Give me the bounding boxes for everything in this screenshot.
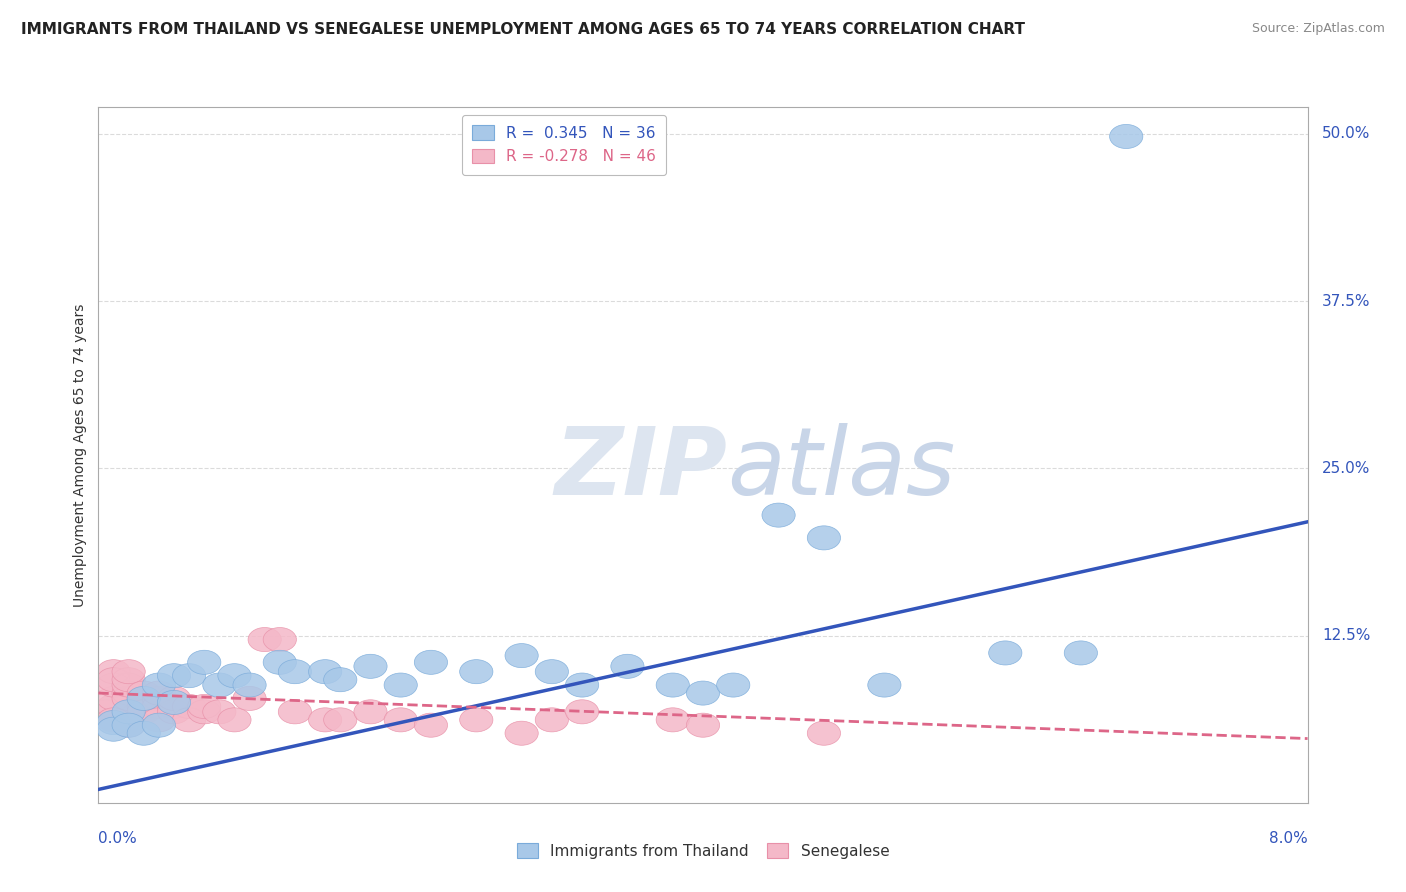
Ellipse shape [218, 664, 252, 688]
Ellipse shape [278, 699, 312, 724]
Ellipse shape [308, 660, 342, 683]
Ellipse shape [187, 699, 221, 724]
Y-axis label: Unemployment Among Ages 65 to 74 years: Unemployment Among Ages 65 to 74 years [73, 303, 87, 607]
Ellipse shape [127, 721, 160, 746]
Text: 12.5%: 12.5% [1322, 628, 1371, 643]
Ellipse shape [157, 690, 191, 714]
Ellipse shape [657, 708, 689, 731]
Ellipse shape [127, 681, 160, 705]
Ellipse shape [142, 694, 176, 719]
Ellipse shape [112, 699, 145, 724]
Ellipse shape [415, 650, 447, 674]
Ellipse shape [536, 708, 568, 731]
Ellipse shape [247, 628, 281, 651]
Ellipse shape [187, 650, 221, 674]
Ellipse shape [657, 673, 689, 698]
Ellipse shape [988, 640, 1022, 665]
Ellipse shape [565, 699, 599, 724]
Ellipse shape [173, 708, 205, 731]
Ellipse shape [112, 714, 145, 737]
Ellipse shape [112, 687, 145, 710]
Ellipse shape [142, 687, 176, 710]
Ellipse shape [565, 673, 599, 698]
Ellipse shape [112, 667, 145, 692]
Text: IMMIGRANTS FROM THAILAND VS SENEGALESE UNEMPLOYMENT AMONG AGES 65 TO 74 YEARS CO: IMMIGRANTS FROM THAILAND VS SENEGALESE U… [21, 22, 1025, 37]
Ellipse shape [157, 687, 191, 710]
Ellipse shape [1064, 640, 1098, 665]
Ellipse shape [142, 714, 176, 737]
Ellipse shape [157, 694, 191, 719]
Ellipse shape [323, 667, 357, 692]
Text: 0.0%: 0.0% [98, 830, 138, 846]
Ellipse shape [112, 660, 145, 683]
Ellipse shape [112, 681, 145, 705]
Ellipse shape [354, 655, 387, 678]
Ellipse shape [97, 687, 131, 710]
Ellipse shape [142, 681, 176, 705]
Ellipse shape [97, 710, 131, 735]
Text: 8.0%: 8.0% [1268, 830, 1308, 846]
Ellipse shape [868, 673, 901, 698]
Ellipse shape [263, 650, 297, 674]
Ellipse shape [384, 708, 418, 731]
Ellipse shape [97, 673, 131, 698]
Text: Source: ZipAtlas.com: Source: ZipAtlas.com [1251, 22, 1385, 36]
Ellipse shape [127, 687, 160, 710]
Ellipse shape [97, 667, 131, 692]
Ellipse shape [505, 644, 538, 667]
Ellipse shape [323, 708, 357, 731]
Text: 37.5%: 37.5% [1322, 293, 1371, 309]
Ellipse shape [90, 699, 122, 724]
Ellipse shape [202, 673, 236, 698]
Ellipse shape [807, 526, 841, 549]
Ellipse shape [686, 714, 720, 737]
Ellipse shape [157, 699, 191, 724]
Ellipse shape [717, 673, 749, 698]
Text: atlas: atlas [727, 424, 956, 515]
Ellipse shape [127, 694, 160, 719]
Ellipse shape [354, 699, 387, 724]
Ellipse shape [157, 664, 191, 688]
Ellipse shape [173, 664, 205, 688]
Ellipse shape [415, 714, 447, 737]
Ellipse shape [127, 699, 160, 724]
Ellipse shape [460, 660, 494, 683]
Ellipse shape [187, 694, 221, 719]
Ellipse shape [142, 673, 176, 698]
Ellipse shape [263, 628, 297, 651]
Ellipse shape [807, 721, 841, 746]
Ellipse shape [536, 660, 568, 683]
Legend: Immigrants from Thailand, Senegalese: Immigrants from Thailand, Senegalese [510, 837, 896, 864]
Ellipse shape [97, 660, 131, 683]
Text: ZIP: ZIP [554, 423, 727, 515]
Ellipse shape [686, 681, 720, 705]
Ellipse shape [610, 655, 644, 678]
Ellipse shape [460, 708, 494, 731]
Ellipse shape [112, 714, 145, 737]
Ellipse shape [112, 673, 145, 698]
Ellipse shape [218, 708, 252, 731]
Ellipse shape [97, 708, 131, 731]
Ellipse shape [233, 673, 266, 698]
Text: 25.0%: 25.0% [1322, 461, 1371, 475]
Ellipse shape [97, 717, 131, 741]
Ellipse shape [505, 721, 538, 746]
Ellipse shape [142, 708, 176, 731]
Text: 50.0%: 50.0% [1322, 127, 1371, 141]
Ellipse shape [233, 687, 266, 710]
Ellipse shape [308, 708, 342, 731]
Ellipse shape [278, 660, 312, 683]
Ellipse shape [202, 699, 236, 724]
Ellipse shape [173, 694, 205, 719]
Ellipse shape [127, 687, 160, 710]
Ellipse shape [762, 503, 796, 527]
Ellipse shape [384, 673, 418, 698]
Ellipse shape [97, 694, 131, 719]
Ellipse shape [1109, 125, 1143, 149]
